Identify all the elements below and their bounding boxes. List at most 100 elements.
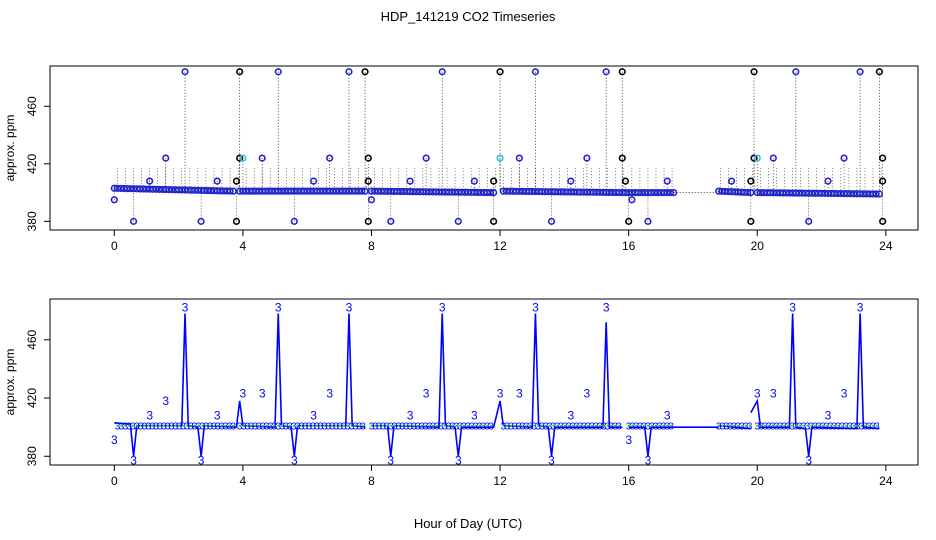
point-label: 3 — [497, 387, 504, 401]
baseline-marker: 3 — [376, 422, 382, 433]
baseline-point — [129, 185, 138, 193]
green-point — [358, 424, 361, 427]
low-point — [628, 196, 636, 204]
point-label: 3 — [471, 408, 478, 422]
green-point — [385, 424, 389, 427]
green-point — [817, 424, 821, 427]
green-point — [617, 424, 621, 427]
low-point — [454, 217, 462, 225]
baseline-point — [859, 190, 867, 198]
green-point — [174, 424, 177, 427]
spike-point — [496, 68, 504, 76]
baseline-point — [744, 188, 752, 197]
baseline-point — [518, 187, 527, 195]
baseline-marker: 3 — [727, 422, 733, 433]
baseline-marker: 3 — [356, 422, 362, 433]
series-line — [750, 313, 880, 457]
spike-point — [792, 68, 800, 76]
baseline-marker: 3 — [469, 422, 475, 433]
baseline-marker: 3 — [353, 422, 359, 433]
baseline-marker: 3 — [430, 422, 436, 433]
green-point — [208, 424, 212, 427]
baseline-point — [448, 188, 456, 196]
baseline-point — [236, 187, 244, 195]
green-point — [590, 424, 594, 427]
green-point — [342, 424, 345, 427]
point-label: 3 — [111, 433, 118, 447]
baseline-point — [769, 189, 777, 197]
baseline-point — [779, 189, 787, 197]
baseline-point — [117, 184, 125, 193]
baseline-point — [554, 188, 562, 196]
mid-point — [213, 177, 221, 185]
baseline-point — [178, 186, 186, 194]
green-point — [548, 424, 551, 427]
green-point — [848, 424, 851, 427]
baseline-point — [274, 187, 282, 195]
green-point — [362, 424, 365, 427]
baseline-point — [345, 187, 353, 195]
baseline-point — [615, 188, 623, 197]
x-tick-label: 4 — [240, 474, 247, 488]
baseline-marker: 3 — [601, 422, 607, 433]
baseline-marker: 3 — [488, 422, 494, 433]
baseline-point — [766, 189, 774, 197]
green-point — [540, 424, 543, 427]
baseline-marker: 3 — [272, 422, 278, 433]
baseline-point — [856, 190, 864, 198]
baseline-marker: 3 — [843, 422, 849, 433]
baseline-marker: 3 — [839, 422, 845, 433]
baseline-point — [512, 187, 520, 195]
point-label: 3 — [532, 301, 539, 315]
mid-point — [146, 177, 154, 185]
point-label: 3 — [841, 387, 848, 401]
baseline-point — [229, 187, 237, 195]
spike-point — [531, 68, 540, 76]
baseline-point — [281, 187, 289, 195]
mid-point — [364, 177, 372, 185]
green-point — [412, 424, 416, 427]
baseline-marker: 3 — [142, 422, 148, 433]
point-label: 3 — [346, 301, 353, 315]
point-label: 3 — [326, 387, 333, 401]
baseline-point — [621, 188, 630, 197]
baseline-point — [834, 189, 842, 198]
green-point — [756, 424, 759, 427]
green-point — [829, 424, 832, 427]
baseline-point — [203, 186, 212, 195]
baseline-marker: 3 — [215, 422, 221, 433]
green-point — [802, 424, 805, 427]
green-point — [331, 424, 334, 427]
baseline-marker: 3 — [419, 422, 425, 433]
baseline-marker: 3 — [747, 422, 753, 433]
green-point — [315, 424, 318, 427]
green-point — [292, 424, 295, 427]
green-point — [181, 424, 185, 427]
baseline-marker: 3 — [369, 422, 375, 433]
baseline-marker: 3 — [657, 422, 663, 433]
x-tick-label: 20 — [751, 474, 765, 488]
green-point — [178, 424, 181, 427]
y-axis-label: approx. ppm — [3, 349, 17, 416]
baseline-point — [850, 190, 858, 198]
point-label: 3 — [439, 301, 446, 315]
green-point — [771, 424, 774, 427]
baseline-marker: 3 — [454, 422, 460, 433]
baseline-marker: 3 — [146, 422, 152, 433]
baseline-marker: 3 — [578, 422, 584, 433]
mid-point — [496, 154, 504, 162]
mid-point — [422, 154, 430, 162]
point-label: 3 — [603, 301, 610, 315]
baseline-marker: 3 — [411, 422, 417, 433]
point-label: 3 — [548, 454, 555, 468]
baseline-marker: 3 — [407, 422, 413, 433]
low-point — [129, 217, 138, 225]
green-point — [790, 424, 794, 427]
mid-point — [583, 154, 591, 162]
green-point — [502, 424, 505, 427]
baseline-marker: 3 — [762, 422, 768, 433]
x-tick-label: 0 — [111, 474, 118, 488]
baseline-marker: 3 — [326, 422, 332, 433]
mid-point — [750, 154, 758, 162]
